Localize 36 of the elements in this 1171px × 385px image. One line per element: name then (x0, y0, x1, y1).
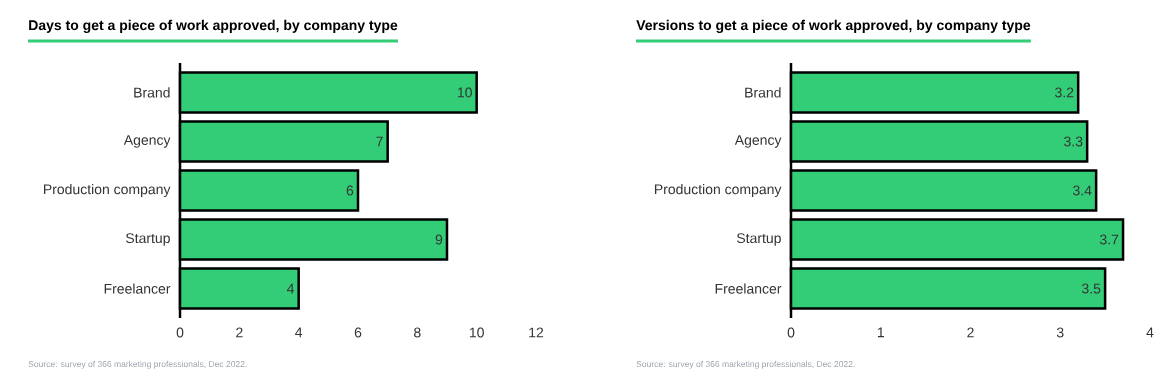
chart-title: Days to get a piece of work approved, by company type (29, 19, 398, 33)
y-tick-label: Production company (654, 183, 782, 198)
x-tick-label: 2 (967, 327, 974, 338)
y-tick-label: Freelancer (715, 283, 782, 294)
x-tick-label: 6 (354, 327, 362, 338)
y-tick-label: Startup (736, 233, 781, 246)
data-label: 3.2 (1055, 87, 1074, 98)
data-label: 3.5 (1081, 283, 1101, 294)
x-tick-label: 2 (236, 327, 243, 338)
x-tick-label: 8 (414, 327, 421, 338)
data-label: 10 (457, 87, 472, 98)
y-tick-label: Production company (44, 183, 171, 198)
source-note: Source: survey of 366 marketing professionals, Dec 2022. (28, 360, 247, 369)
y-tick-label: Freelancer (104, 283, 171, 294)
x-tick-label: 4 (1146, 327, 1154, 338)
data-label: 3.4 (1073, 185, 1092, 196)
data-label: 3.7 (1099, 234, 1119, 245)
x-tick-label: 3 (1056, 327, 1064, 338)
x-tick-label: 1 (877, 327, 884, 338)
data-label: 7 (376, 136, 383, 147)
y-tick-label: Brand (745, 87, 781, 98)
y-tick-label: Brand (134, 87, 170, 98)
x-tick-label: 4 (295, 327, 303, 338)
data-label: 3.3 (1064, 136, 1083, 147)
y-tick-label: Agency (123, 135, 171, 148)
x-tick-label: 10 (469, 327, 484, 338)
x-tick-label: 0 (787, 327, 795, 338)
data-label: 4 (287, 283, 295, 294)
y-tick-label: Startup (125, 233, 170, 246)
x-tick-label: 0 (176, 327, 184, 338)
chart-title: Versions to get a piece of work approved, by company type (636, 19, 1031, 33)
data-label: 9 (435, 234, 443, 245)
y-tick-label: Agency (734, 135, 782, 148)
data-label: 6 (346, 185, 354, 196)
x-tick-label: 12 (529, 327, 544, 338)
source-note: Source: survey of 366 marketing professionals, Dec 2022. (636, 360, 855, 369)
